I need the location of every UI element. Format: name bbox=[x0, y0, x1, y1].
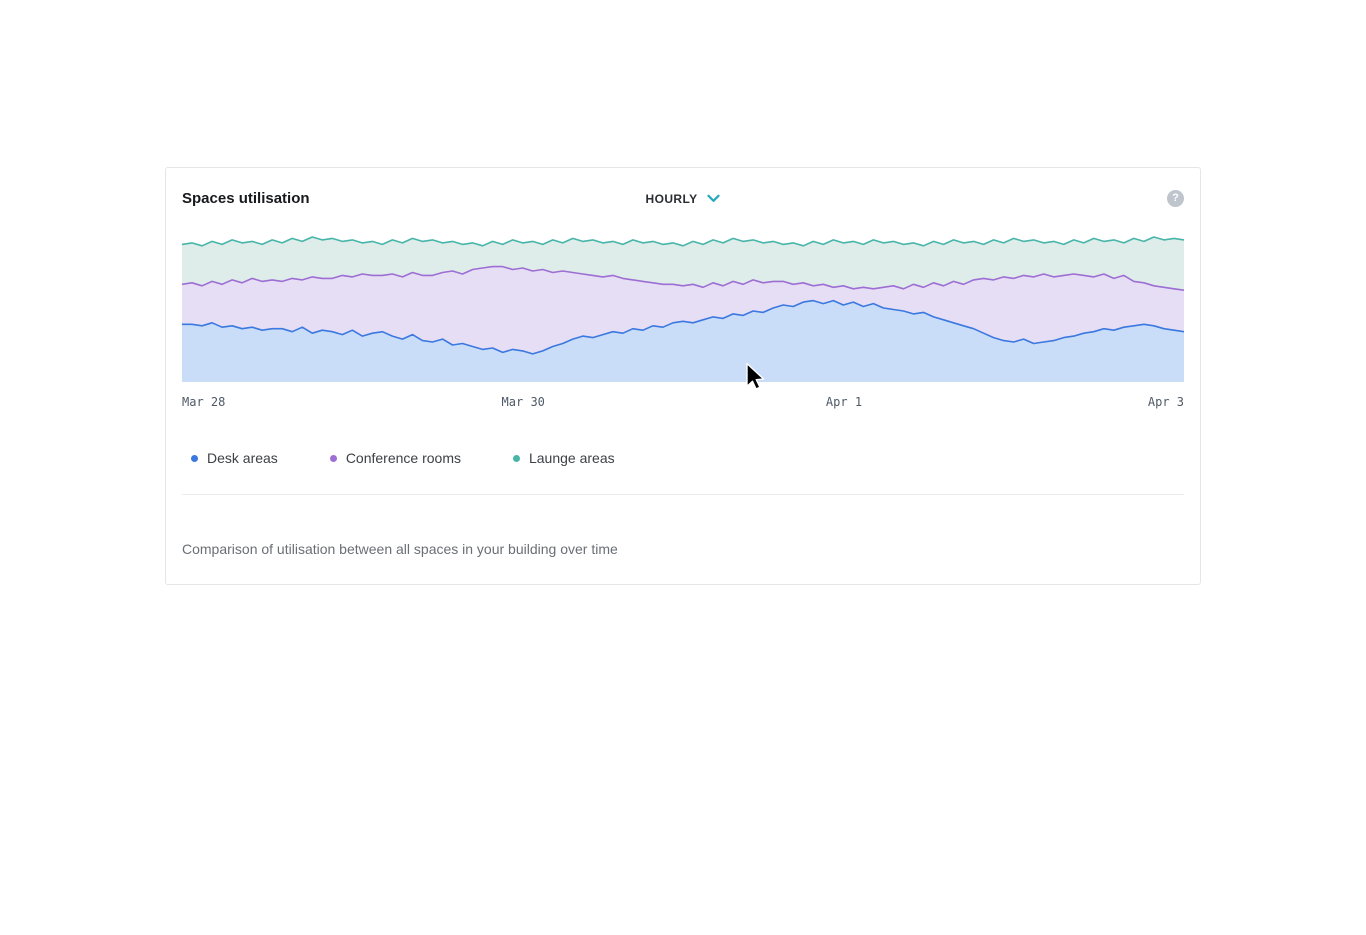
x-axis-label-mar-30: Mar 30 bbox=[501, 395, 545, 409]
legend-label: Desk areas bbox=[207, 450, 278, 466]
chart-area bbox=[182, 234, 1184, 382]
x-axis-label-apr-3: Apr 3 bbox=[1147, 395, 1184, 409]
legend-dot-icon bbox=[329, 454, 337, 462]
legend-label: Launge areas bbox=[528, 450, 615, 466]
x-axis-label-mar-28: Mar 28 bbox=[182, 395, 226, 409]
legend-item-desk-areas: Desk areas bbox=[191, 450, 278, 466]
legend-item-conference-rooms: Conference rooms bbox=[329, 450, 461, 466]
series-area-desk-areas bbox=[182, 300, 1184, 382]
x-axis-label-apr-1: Apr 1 bbox=[825, 395, 863, 409]
legend-dot-icon bbox=[191, 454, 198, 462]
series-line-conference-rooms bbox=[182, 265, 1184, 291]
series-line-launge-areas bbox=[182, 236, 1184, 247]
utilisation-area-chart bbox=[182, 236, 1184, 382]
chart-legend: Desk areas Conference rooms Launge areas bbox=[182, 450, 1184, 466]
card-title: Spaces utilisation bbox=[182, 190, 310, 207]
divider bbox=[182, 494, 1184, 495]
help-icon[interactable]: ? bbox=[1167, 190, 1184, 207]
legend-item-launge-areas: Launge areas bbox=[512, 450, 615, 466]
header-right: ? bbox=[720, 190, 1184, 207]
legend-dot-icon bbox=[512, 454, 520, 462]
chevron-down-icon bbox=[707, 194, 721, 203]
interval-dropdown-value: HOURLY bbox=[645, 191, 698, 206]
card-header: Spaces utilisation HOURLY ? bbox=[166, 168, 1200, 208]
spaces-utilisation-card: Spaces utilisation HOURLY ? Mar 28 Mar 30… bbox=[165, 167, 1201, 585]
interval-dropdown[interactable]: HOURLY bbox=[646, 192, 721, 206]
legend-label: Conference rooms bbox=[345, 450, 461, 466]
series-line-desk-areas bbox=[182, 299, 1184, 355]
x-axis-labels: Mar 28 Mar 30 Apr 1 Apr 3 bbox=[182, 395, 1184, 410]
card-description: Comparison of utilisation between all sp… bbox=[182, 541, 618, 557]
